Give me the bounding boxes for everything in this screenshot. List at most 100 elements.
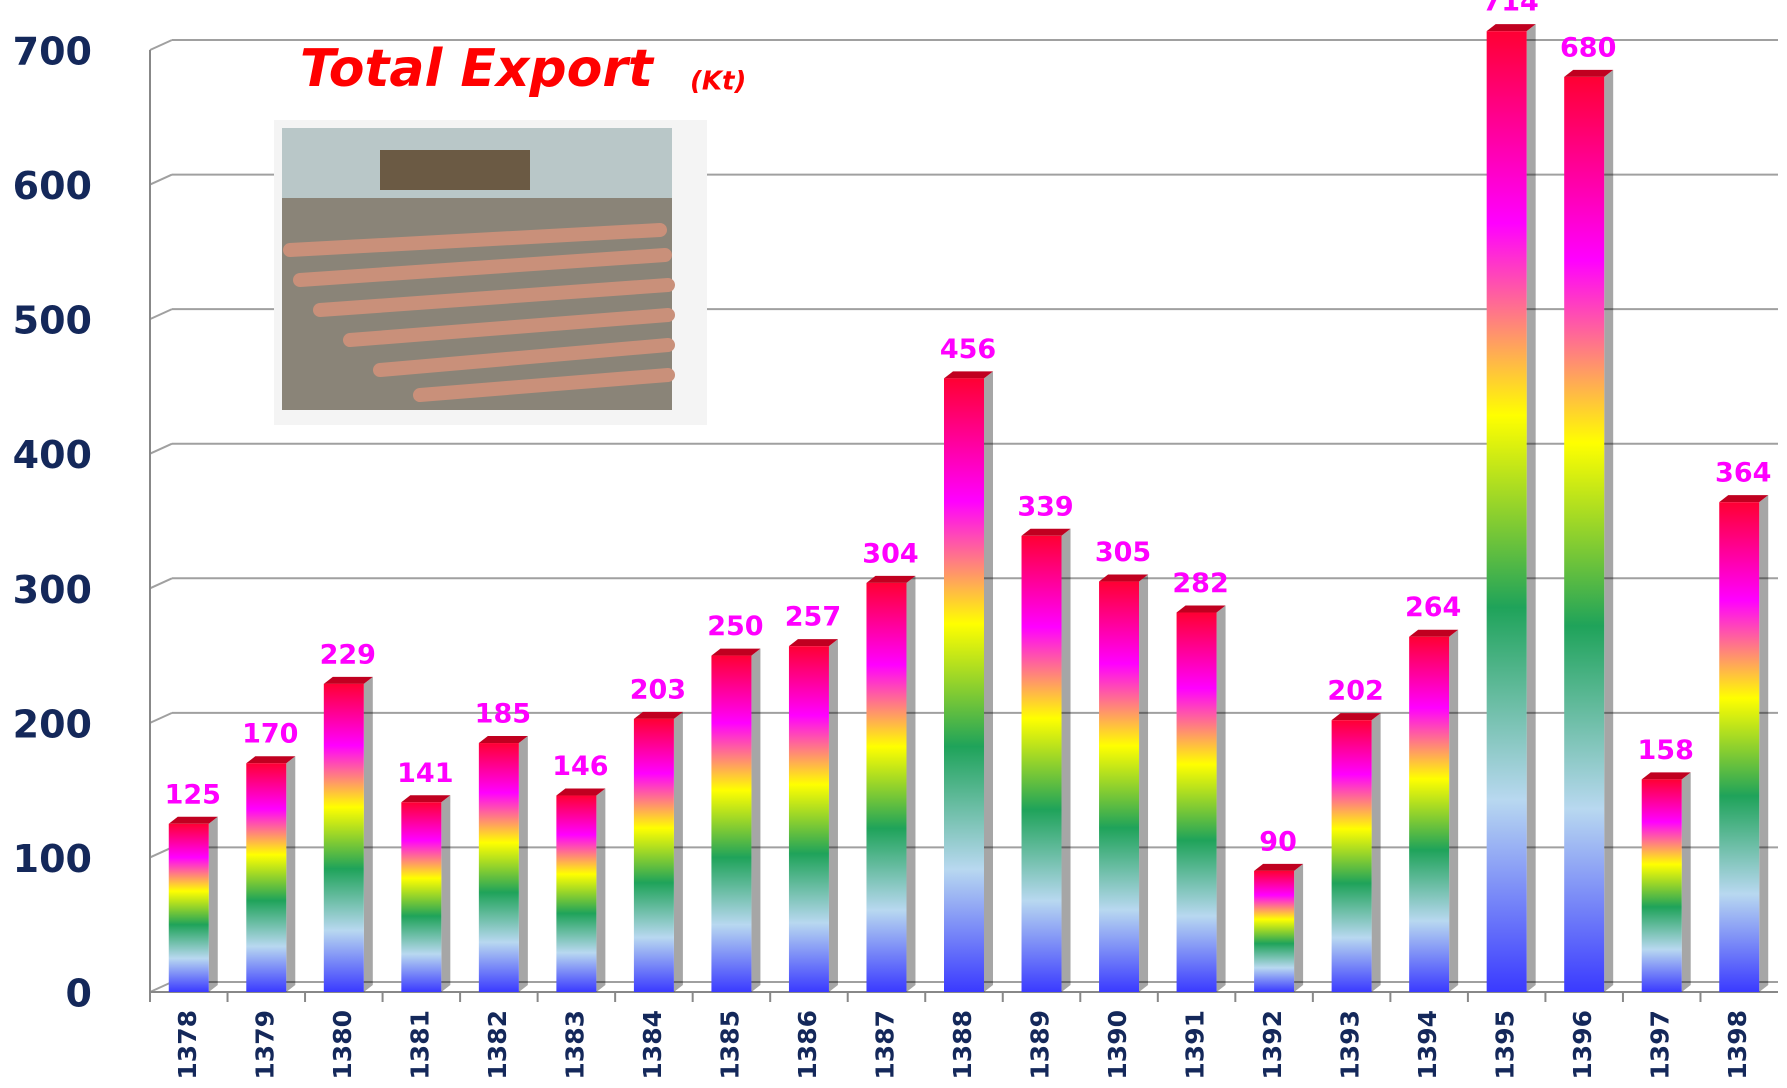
x-tick-label: 1382 — [483, 1010, 512, 1080]
value-label: 90 — [1259, 826, 1297, 857]
chart-title: Total Export — [300, 39, 655, 99]
x-tick-label: 1378 — [173, 1010, 202, 1080]
value-label: 146 — [552, 751, 608, 782]
bar — [1331, 720, 1372, 992]
bar-side — [751, 648, 761, 992]
bar-top — [168, 816, 218, 824]
x-tick-label: 1391 — [1181, 1010, 1210, 1080]
value-label: 141 — [397, 758, 453, 789]
chart-unit: (Kt) — [690, 67, 746, 97]
bar-side — [1604, 69, 1614, 992]
bar-side — [828, 639, 838, 992]
bar-side — [1526, 24, 1536, 993]
grid-line — [149, 39, 173, 51]
grid-line — [149, 173, 173, 186]
bar-side — [208, 816, 218, 992]
bar-top — [1331, 713, 1381, 721]
value-label: 229 — [320, 639, 376, 670]
value-label: 158 — [1638, 735, 1694, 766]
grid-line — [149, 711, 173, 724]
bar — [788, 646, 829, 992]
grid-line — [149, 577, 173, 590]
bar-side — [518, 736, 528, 992]
value-label: 202 — [1327, 676, 1383, 707]
bar-top — [1409, 629, 1459, 637]
grid-line — [149, 981, 173, 993]
photo — [274, 120, 707, 425]
bar-top — [1099, 574, 1149, 582]
bar-top — [401, 795, 451, 803]
bar — [1486, 31, 1527, 993]
bar-top — [633, 711, 683, 719]
x-tick-label: 1392 — [1258, 1010, 1287, 1080]
bar-side — [441, 795, 451, 992]
bar-top — [323, 676, 373, 684]
bar-side — [1061, 528, 1071, 992]
x-tick-label: 1390 — [1103, 1010, 1132, 1080]
bar — [1021, 535, 1062, 992]
bar-top — [1021, 528, 1071, 536]
bar — [1641, 779, 1682, 992]
bar — [1176, 612, 1217, 992]
bar-top — [788, 639, 838, 647]
bar-top — [1641, 772, 1691, 780]
bar-side — [984, 371, 993, 993]
bar-top — [944, 371, 993, 379]
x-tick-label: 1383 — [560, 1010, 589, 1080]
value-label: 305 — [1095, 537, 1151, 568]
value-label: 125 — [165, 779, 221, 810]
x-tick-label: 1397 — [1646, 1010, 1675, 1080]
bar-top — [711, 648, 761, 656]
value-label: 203 — [630, 674, 686, 705]
x-tick-label: 1381 — [405, 1010, 434, 1080]
bar — [1099, 581, 1140, 992]
value-label: 250 — [707, 611, 763, 642]
bar — [633, 718, 674, 992]
bar-top — [1486, 24, 1536, 32]
bar — [168, 823, 209, 992]
y-tick-label: 600 — [13, 164, 92, 208]
bar-top — [246, 756, 296, 764]
y-tick-label: 0 — [66, 972, 92, 1016]
y-tick-label: 700 — [13, 30, 92, 74]
bar-top — [1564, 69, 1614, 77]
x-tick-label: 1388 — [948, 1010, 977, 1080]
x-tick-label: 1380 — [328, 1010, 357, 1080]
x-tick-label: 1393 — [1336, 1010, 1365, 1080]
bar-side — [286, 756, 296, 992]
x-tick-label: 1389 — [1026, 1010, 1055, 1080]
bar-side — [1759, 495, 1769, 992]
bar-side — [673, 711, 683, 992]
bar-side — [1216, 605, 1226, 992]
y-tick-label: 100 — [13, 837, 92, 881]
x-tick-label: 1379 — [250, 1010, 279, 1080]
bar-side — [906, 575, 916, 992]
bar — [478, 743, 519, 992]
x-tick-label: 1395 — [1491, 1010, 1520, 1080]
bar-side — [1449, 629, 1459, 992]
value-label: 257 — [785, 602, 841, 633]
bar-top — [556, 788, 606, 796]
bar — [711, 655, 752, 992]
y-tick-label: 400 — [13, 433, 92, 477]
value-label: 339 — [1017, 491, 1073, 522]
bar — [944, 378, 984, 993]
x-tick-label: 1386 — [793, 1010, 822, 1080]
value-label: 264 — [1405, 592, 1461, 623]
x-tick-label: 1394 — [1413, 1010, 1442, 1080]
bar — [866, 582, 907, 992]
y-tick-label: 500 — [13, 299, 92, 343]
bar — [246, 763, 287, 992]
x-tick-label: 1396 — [1568, 1010, 1597, 1080]
bar — [1409, 636, 1450, 992]
value-label: 304 — [862, 538, 918, 569]
x-tick-label: 1398 — [1723, 1010, 1752, 1080]
x-tick-label: 1385 — [715, 1010, 744, 1080]
bar — [1564, 76, 1605, 992]
grid-line — [149, 846, 173, 859]
bar-side — [1681, 772, 1691, 992]
bar-side — [1294, 863, 1304, 992]
bar-side — [363, 676, 373, 992]
y-tick-label: 200 — [13, 702, 92, 746]
